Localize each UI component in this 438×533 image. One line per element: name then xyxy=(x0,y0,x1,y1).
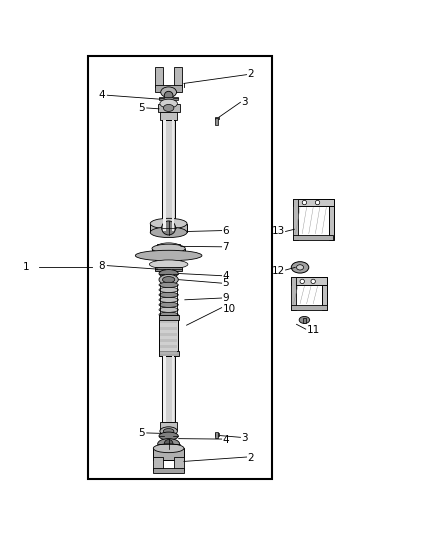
Text: 3: 3 xyxy=(241,433,247,443)
Text: 11: 11 xyxy=(307,325,320,335)
Ellipse shape xyxy=(150,219,187,229)
Polygon shape xyxy=(152,255,185,264)
Bar xyxy=(160,327,177,329)
Ellipse shape xyxy=(163,429,174,434)
Ellipse shape xyxy=(157,243,180,250)
Bar xyxy=(322,278,327,310)
Ellipse shape xyxy=(159,292,178,297)
Bar xyxy=(88,56,272,479)
Bar xyxy=(172,120,174,231)
Bar xyxy=(160,345,177,348)
Text: 2: 2 xyxy=(247,69,254,79)
Bar xyxy=(150,223,187,232)
Bar xyxy=(215,432,218,438)
Ellipse shape xyxy=(159,274,178,285)
Bar xyxy=(160,112,177,120)
Ellipse shape xyxy=(159,302,178,308)
Ellipse shape xyxy=(159,307,178,312)
Bar xyxy=(328,199,334,240)
Ellipse shape xyxy=(162,221,176,235)
Bar xyxy=(153,468,184,473)
Ellipse shape xyxy=(159,297,178,302)
Bar xyxy=(215,118,218,125)
Text: 13: 13 xyxy=(272,227,285,237)
Bar xyxy=(159,314,178,356)
Ellipse shape xyxy=(150,227,187,238)
Text: 3: 3 xyxy=(241,97,247,107)
Bar xyxy=(162,356,175,422)
Ellipse shape xyxy=(159,287,178,293)
Bar xyxy=(155,268,182,271)
Bar xyxy=(153,448,184,460)
Bar xyxy=(174,457,184,470)
Text: 8: 8 xyxy=(99,261,105,271)
Bar xyxy=(157,244,180,249)
Bar xyxy=(303,318,306,324)
Ellipse shape xyxy=(291,262,309,273)
Bar xyxy=(293,199,334,206)
Ellipse shape xyxy=(152,244,185,253)
Ellipse shape xyxy=(163,104,174,111)
Bar xyxy=(158,103,180,112)
Text: 12: 12 xyxy=(272,266,285,276)
Ellipse shape xyxy=(158,439,180,449)
Bar xyxy=(159,96,178,100)
Ellipse shape xyxy=(135,251,202,261)
Ellipse shape xyxy=(149,260,188,269)
Bar xyxy=(152,248,185,255)
Ellipse shape xyxy=(159,312,178,317)
Bar xyxy=(293,235,333,240)
Bar xyxy=(293,199,298,240)
Ellipse shape xyxy=(162,277,175,282)
Ellipse shape xyxy=(297,265,304,270)
Bar xyxy=(172,356,174,422)
Text: 4: 4 xyxy=(223,271,229,281)
Ellipse shape xyxy=(315,200,320,205)
Ellipse shape xyxy=(300,279,304,284)
Bar xyxy=(155,85,182,92)
Ellipse shape xyxy=(159,282,178,287)
Bar xyxy=(291,278,327,285)
Text: 4: 4 xyxy=(223,435,229,445)
Bar xyxy=(174,67,182,87)
Bar xyxy=(160,321,177,324)
Ellipse shape xyxy=(164,440,173,448)
Ellipse shape xyxy=(164,91,173,100)
Bar xyxy=(162,120,175,231)
Ellipse shape xyxy=(160,99,177,108)
Bar xyxy=(160,351,177,354)
Ellipse shape xyxy=(153,444,184,453)
Bar xyxy=(153,457,163,470)
Bar xyxy=(155,67,163,87)
Bar xyxy=(291,305,327,310)
Ellipse shape xyxy=(159,432,178,440)
Bar xyxy=(291,278,296,310)
Text: 5: 5 xyxy=(138,103,145,113)
Bar xyxy=(163,356,166,422)
Text: 7: 7 xyxy=(223,242,229,252)
Bar xyxy=(159,351,179,356)
Text: 4: 4 xyxy=(99,90,105,100)
Text: 6: 6 xyxy=(223,225,229,236)
Ellipse shape xyxy=(159,270,178,278)
Text: 5: 5 xyxy=(223,278,229,288)
Bar xyxy=(160,422,177,430)
Ellipse shape xyxy=(160,427,177,435)
Bar xyxy=(160,333,177,336)
Ellipse shape xyxy=(161,87,177,98)
Ellipse shape xyxy=(311,279,315,284)
Bar xyxy=(160,339,177,342)
Bar xyxy=(215,433,219,435)
Text: 5: 5 xyxy=(138,428,145,438)
Bar xyxy=(215,117,219,119)
Text: 10: 10 xyxy=(223,304,236,313)
Text: 1: 1 xyxy=(23,262,30,271)
Ellipse shape xyxy=(299,317,310,324)
Ellipse shape xyxy=(302,200,307,205)
Bar xyxy=(159,314,179,320)
Text: 9: 9 xyxy=(223,293,229,303)
Text: 2: 2 xyxy=(247,454,254,463)
Bar xyxy=(163,120,166,231)
